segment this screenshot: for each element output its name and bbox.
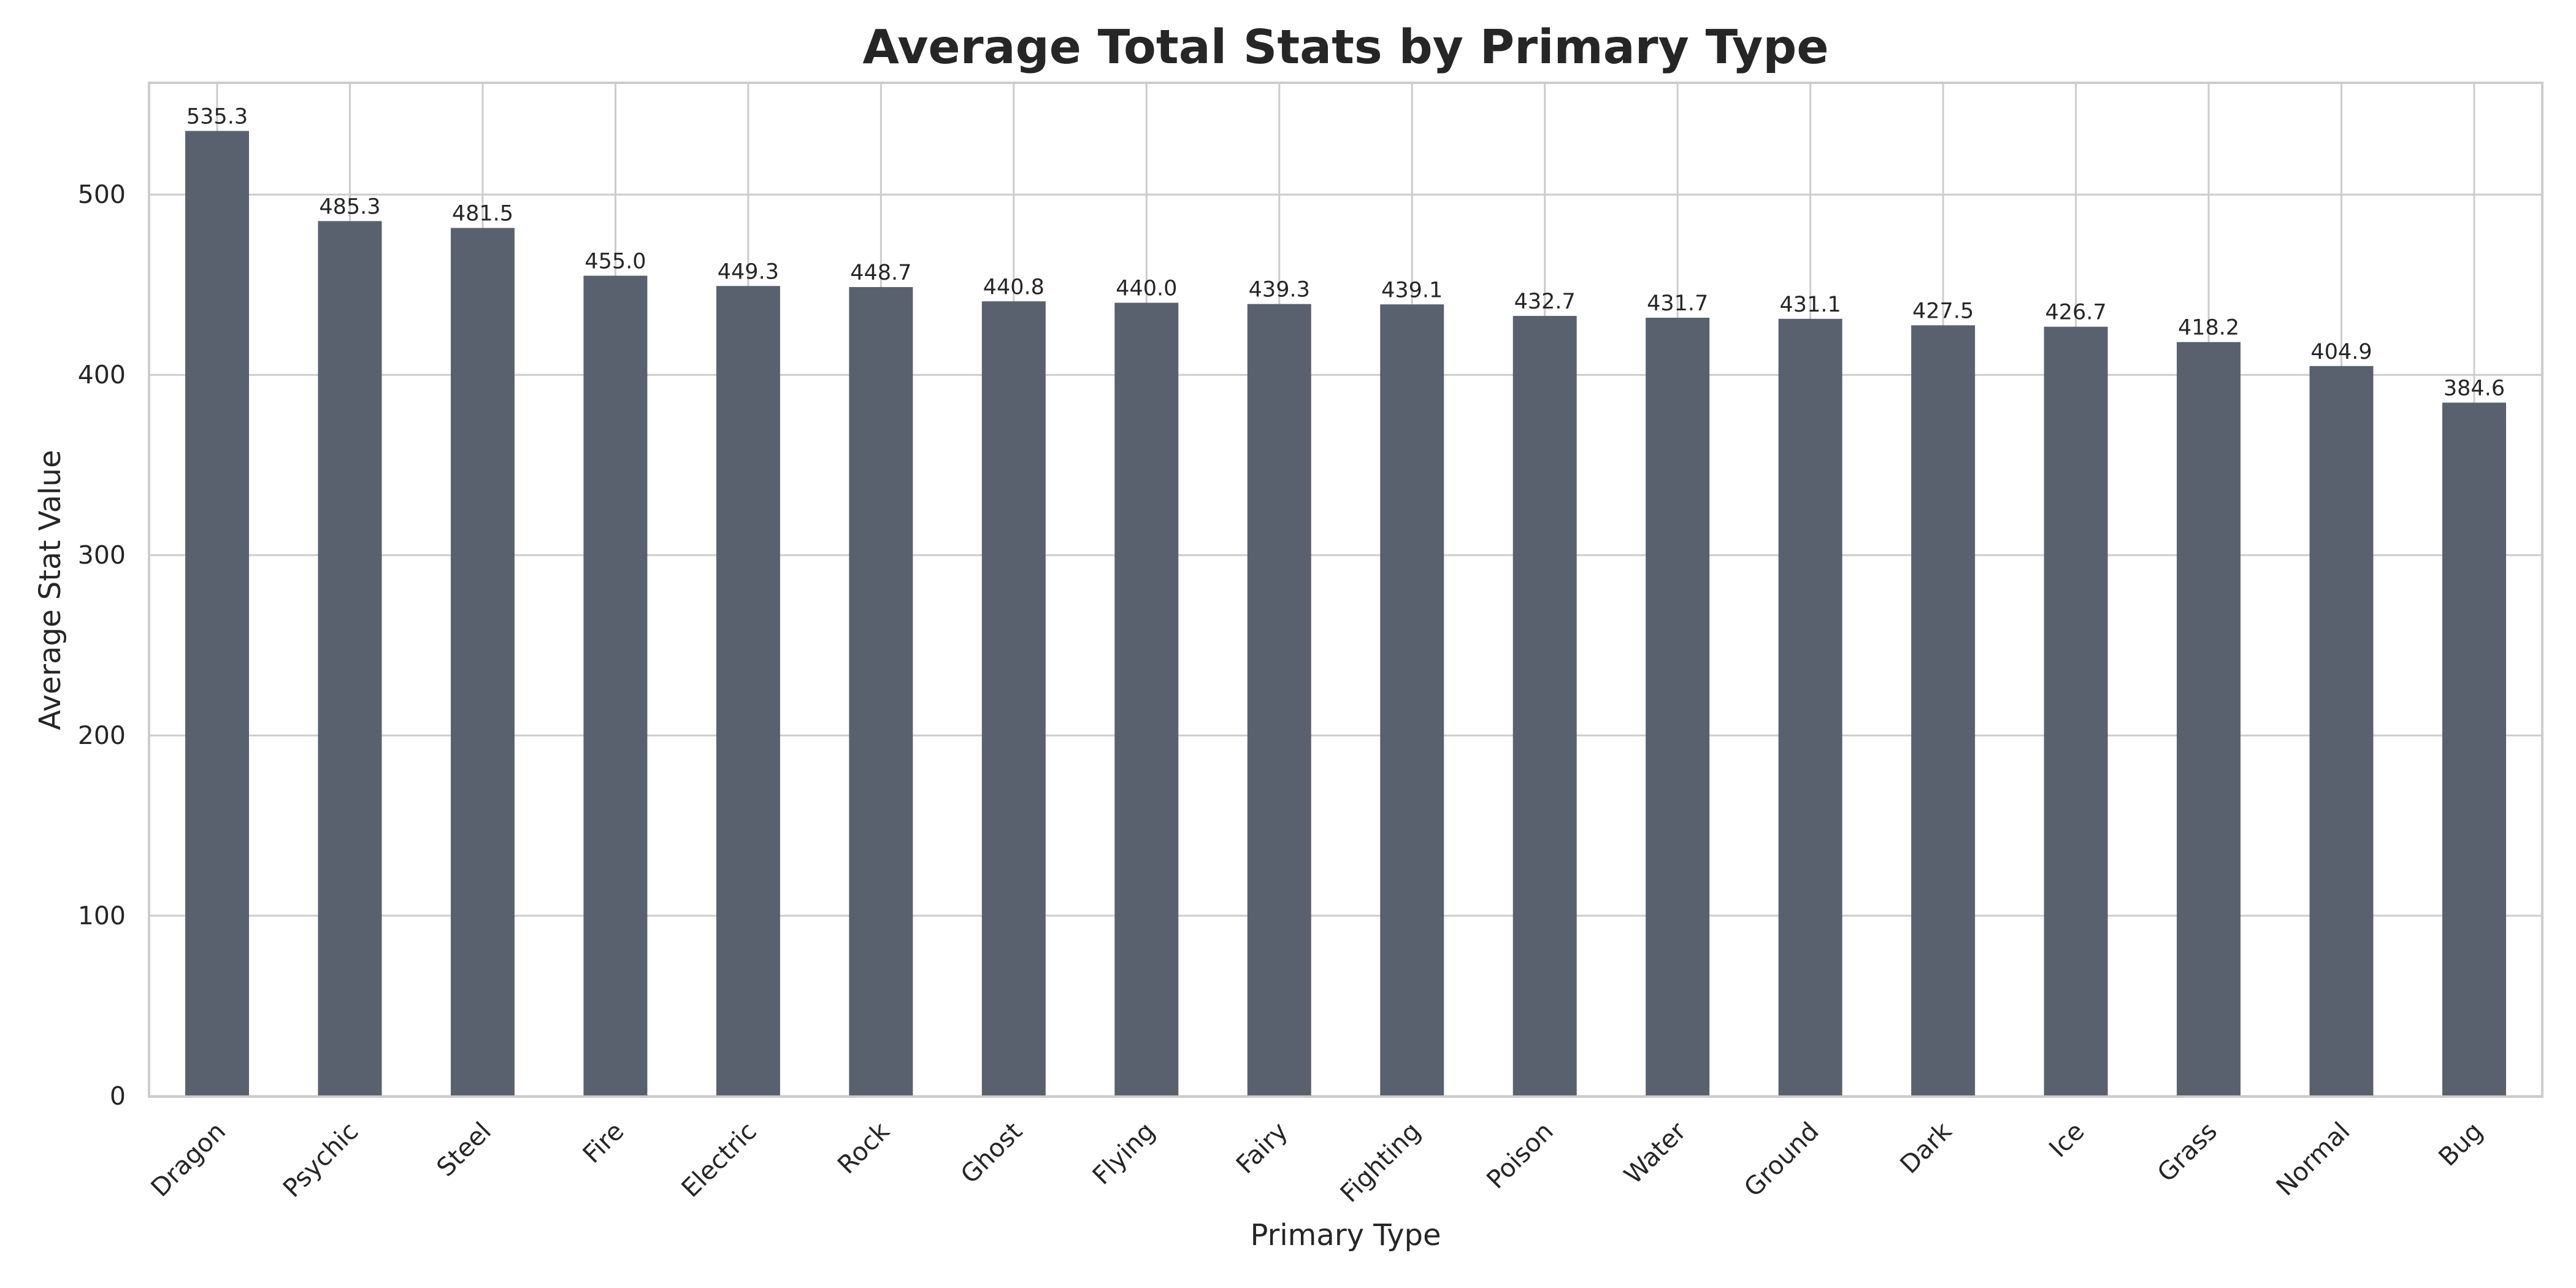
data-label-steel: 481.5 [452, 202, 513, 226]
x-tick-label-ground: Ground [1738, 1116, 1825, 1203]
data-label-electric: 449.3 [718, 259, 779, 284]
bar-fairy [1247, 304, 1311, 1096]
x-tick-label-ghost: Ghost [955, 1116, 1028, 1189]
x-tick-label-poison: Poison [1481, 1116, 1558, 1194]
y-tick-label: 400 [78, 360, 126, 389]
bar-fighting [1380, 304, 1444, 1096]
bar-ice [2044, 326, 2108, 1096]
bar-grass [2177, 342, 2241, 1096]
y-tick-label: 0 [110, 1081, 126, 1111]
data-label-fighting: 439.1 [1381, 278, 1443, 302]
bar-water [1646, 318, 1710, 1096]
y-tick-labels: 0 100 200 300 400 500 [78, 180, 126, 1111]
x-tick-label-steel: Steel [431, 1116, 497, 1182]
bar-dragon [185, 131, 249, 1096]
data-label-ghost: 440.8 [983, 275, 1045, 299]
x-axis-label: Primary Type [1251, 1218, 1441, 1252]
bar-ground [1778, 318, 1842, 1096]
x-tick-label-ice: Ice [2043, 1116, 2090, 1163]
bars [185, 131, 2506, 1097]
data-label-normal: 404.9 [2310, 340, 2372, 364]
data-label-water: 431.7 [1647, 291, 1708, 316]
x-tick-label-grass: Grass [2152, 1116, 2223, 1187]
x-tick-label-electric: Electric [676, 1116, 762, 1203]
x-tick-label-dark: Dark [1894, 1116, 1957, 1179]
data-label-dark: 427.5 [1912, 299, 1974, 323]
data-label-flying: 440.0 [1116, 277, 1177, 301]
bar-bug [2442, 402, 2506, 1097]
x-tick-label-water: Water [1619, 1116, 1692, 1190]
chart-title: Average Total Stats by Primary Type [862, 20, 1828, 75]
bar-rock [849, 287, 913, 1097]
data-label-fairy: 439.3 [1249, 278, 1310, 302]
data-label-psychic: 485.3 [319, 194, 380, 219]
x-tick-label-rock: Rock [832, 1116, 895, 1179]
bar-fire [583, 275, 648, 1096]
bar-electric [716, 286, 780, 1096]
data-labels: 535.3 485.3 481.5 455.0 449.3 448.7 440.8 440.0… [186, 104, 2505, 401]
data-label-bug: 384.6 [2444, 376, 2505, 401]
x-tick-label-fighting: Fighting [1335, 1116, 1427, 1208]
data-label-ice: 426.7 [2045, 301, 2106, 325]
plot-frame [148, 82, 2543, 1098]
x-tick-label-flying: Flying [1087, 1116, 1161, 1190]
bar-steel [450, 228, 515, 1096]
bar-normal [2309, 366, 2374, 1097]
bar-poison [1512, 316, 1577, 1096]
data-label-grass: 418.2 [2178, 316, 2239, 340]
x-tick-label-fire: Fire [577, 1116, 630, 1169]
bar-ghost [981, 301, 1046, 1097]
x-tick-label-dragon: Dragon [145, 1116, 231, 1202]
bar-psychic [318, 221, 382, 1097]
y-tick-label: 200 [78, 721, 126, 750]
bar-dark [1911, 325, 1976, 1096]
y-tick-label: 300 [78, 540, 126, 570]
x-tick-label-bug: Bug [2432, 1116, 2488, 1172]
x-tick-label-normal: Normal [2271, 1116, 2356, 1202]
data-label-fire: 455.0 [585, 250, 646, 274]
data-label-poison: 432.7 [1514, 289, 1576, 314]
data-label-rock: 448.7 [850, 261, 911, 285]
data-label-dragon: 535.3 [186, 104, 248, 129]
x-tick-label-fairy: Fairy [1230, 1116, 1294, 1179]
y-tick-label: 100 [78, 901, 126, 930]
y-tick-label: 500 [78, 180, 126, 209]
bar-flying [1114, 302, 1179, 1096]
y-axis-label: Average Stat Value [33, 450, 67, 730]
x-tick-labels: Dragon Psychic Steel Fire Electric Rock Ghost F… [145, 1116, 2488, 1208]
data-label-ground: 431.1 [1780, 293, 1841, 317]
x-tick-label-psychic: Psychic [277, 1116, 364, 1203]
